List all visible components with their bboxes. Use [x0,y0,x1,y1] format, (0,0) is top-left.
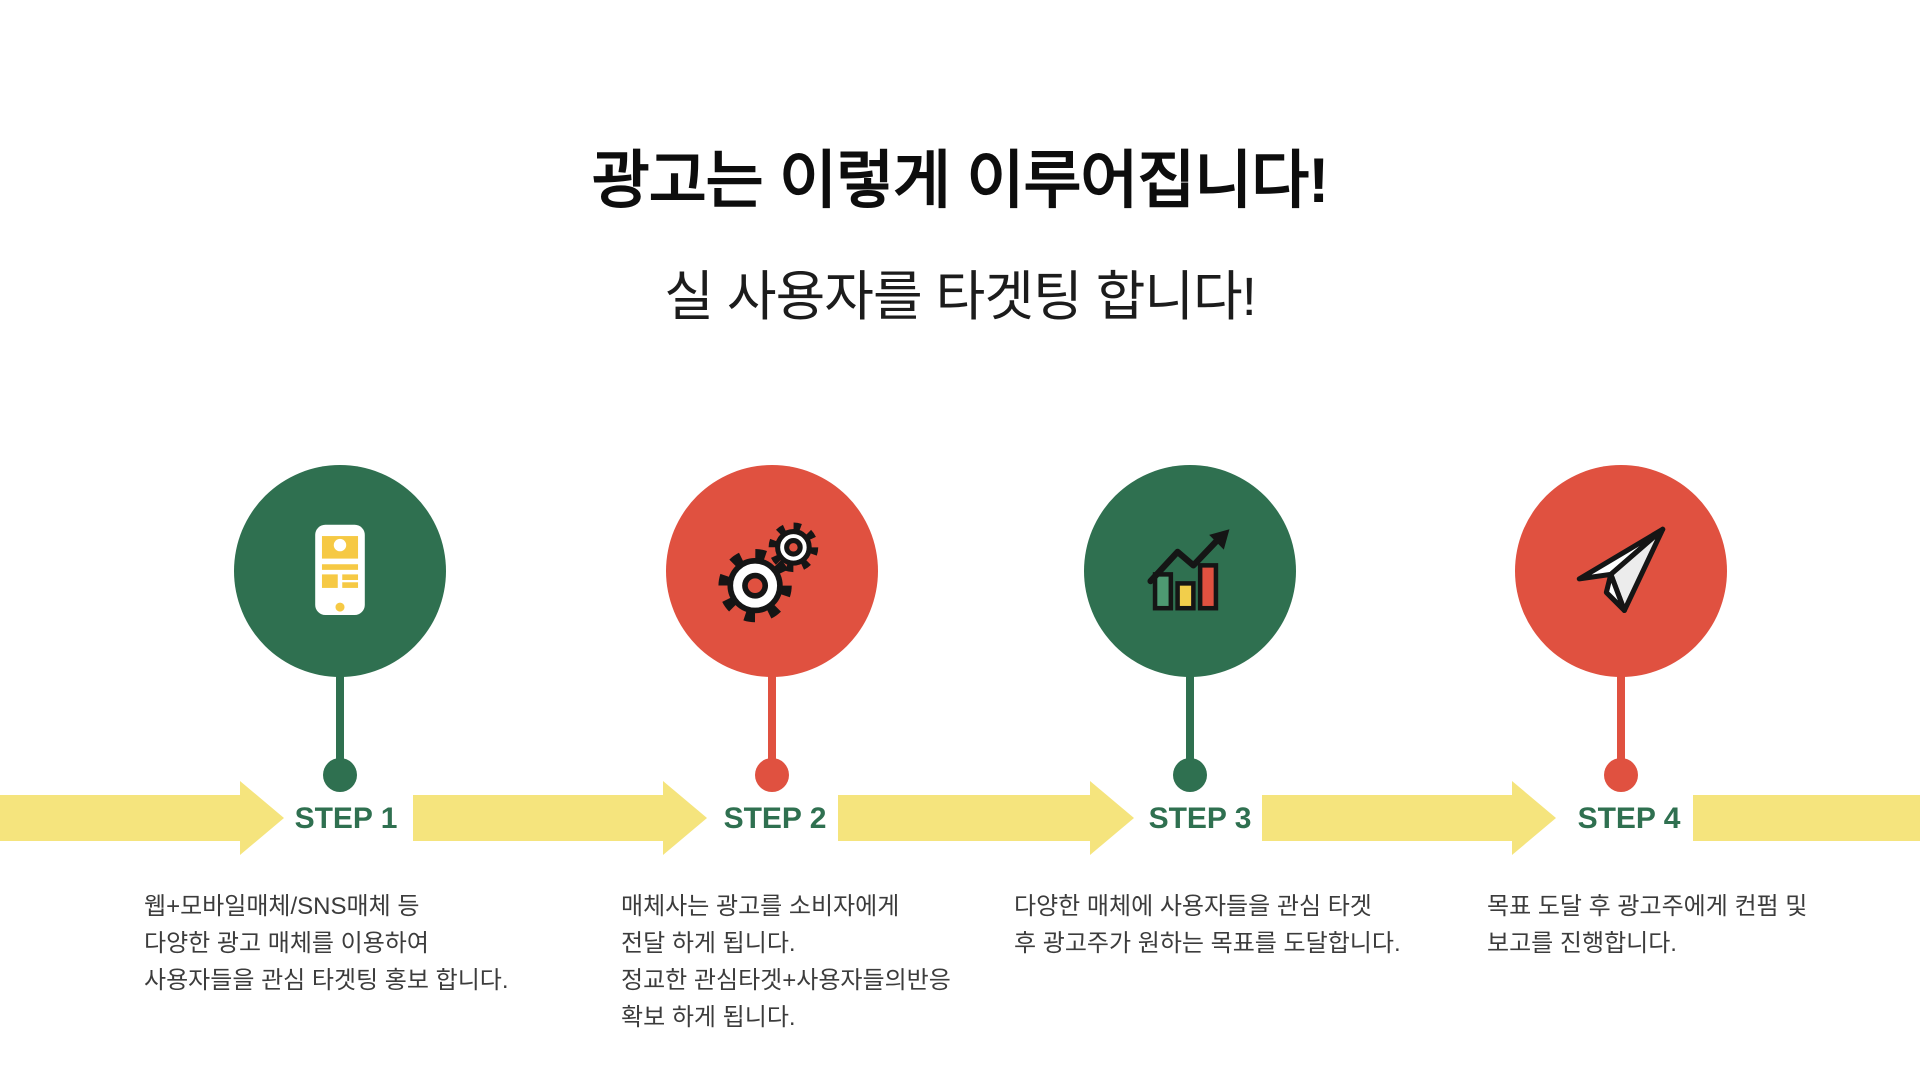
step-4-description: 목표 도달 후 광고주에게 컨펌 및 보고를 진행합니다. [1487,893,1808,957]
step-3-description: 다양한 매체에 사용자들을 관심 타겟 후 광고주가 원하는 목표를 도달합니다… [1014,893,1401,957]
step-4-circle [1515,465,1727,677]
timeline-arrow-segment [1693,795,1920,841]
step-connector-line [1186,672,1194,768]
timeline-arrow-segment [1262,795,1512,841]
timeline-arrow-segment [0,795,240,841]
step-connector-dot [323,758,357,792]
step-connector-dot [1604,758,1638,792]
step-3-label: STEP 3 [1148,802,1252,835]
step-4-label: STEP 4 [1577,802,1681,835]
step-3-circle [1084,465,1296,677]
step-1-description: 웹+모바일매체/SNS매체 등 다양한 광고 매체를 이용하여 사용자들을 관심… [144,893,509,994]
step-2-description: 매체사는 광고를 소비자에게 전달 하게 됩니다. 정교한 관심타겟+사용자들의… [621,893,951,1031]
timeline-arrowhead-icon [1512,781,1556,855]
bar-chart-growth-icon [1147,529,1230,611]
step-connector-line [768,672,776,768]
step-2-circle [666,465,878,677]
timeline-arrowhead-icon [1090,781,1134,855]
timeline-arrow-segment [413,795,663,841]
step-1-circle [234,465,446,677]
step-2-label: STEP 2 [723,802,827,835]
step-connector-dot [755,758,789,792]
step-connector-line [1617,672,1625,768]
step-connector-line [336,672,344,768]
timeline-arrowhead-icon [663,781,707,855]
step-1-label: STEP 1 [294,802,398,835]
mobile-phone-icon [315,524,365,615]
gears-icon [718,522,819,623]
timeline-arrowhead-icon [240,781,284,855]
page-subtitle: 실 사용자를 타겟팅 합니다! [664,267,1257,327]
timeline-arrow-segment [838,795,1090,841]
step-connector-dot [1173,758,1207,792]
page-title: 광고는 이렇게 이루어집니다! [591,146,1330,216]
paper-plane-icon [1576,526,1666,613]
